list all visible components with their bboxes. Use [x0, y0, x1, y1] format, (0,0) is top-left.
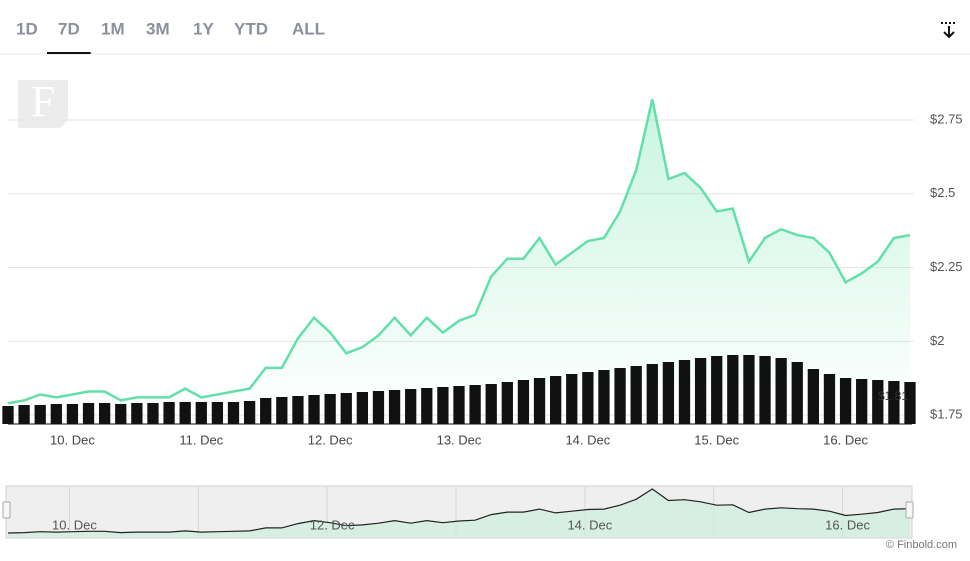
volume-bar — [372, 391, 385, 424]
logo-text: F — [31, 77, 55, 126]
navigator-label: 16. Dec — [825, 517, 870, 532]
volume-bar — [18, 405, 30, 424]
volume-bar — [308, 395, 320, 424]
volume-bar — [823, 374, 836, 424]
volume-bar — [630, 366, 642, 424]
tab[interactable]: 1Y — [193, 19, 214, 38]
volume-bar — [872, 380, 884, 424]
volume-bar — [292, 396, 304, 424]
x-tick-label: 15. Dec — [694, 432, 739, 447]
volume-bar — [533, 378, 546, 424]
y-tick-label: $2.5 — [930, 185, 955, 200]
tab[interactable]: 3M — [146, 19, 170, 38]
volume-bar — [646, 364, 658, 424]
volume-bar — [485, 384, 497, 424]
navigator-label: 12. Dec — [310, 517, 355, 532]
y-tick-label: $2 — [930, 333, 944, 348]
x-tick-label: 12. Dec — [308, 432, 353, 447]
volume-bar — [904, 382, 916, 424]
volume-bar — [437, 387, 449, 424]
volume-bar — [405, 389, 417, 424]
volume-bar — [227, 402, 240, 424]
volume-bar — [501, 382, 513, 424]
x-tick-label: 10. Dec — [50, 432, 95, 447]
volume-bar — [340, 393, 352, 424]
volume-bar — [50, 404, 62, 424]
tab[interactable]: 7D — [58, 19, 80, 38]
volume-bar — [662, 362, 675, 424]
volume-bar — [243, 401, 256, 424]
volume-bar — [856, 379, 868, 424]
price-area — [8, 99, 910, 425]
x-tick-label: 14. Dec — [565, 432, 610, 447]
annotation: $1.81 — [878, 389, 908, 403]
volume-bar — [614, 368, 626, 424]
tab[interactable]: ALL — [292, 19, 325, 38]
navigator-area — [8, 489, 910, 537]
volume-bar — [82, 403, 95, 424]
volume-bar — [517, 380, 530, 424]
volume-bar — [678, 360, 691, 424]
price-line — [7, 99, 911, 405]
navigator-label: 14. Dec — [567, 517, 612, 532]
volume-bar — [66, 404, 79, 424]
volume-bar — [421, 388, 433, 424]
download-button[interactable] — [941, 22, 957, 39]
logo: F — [18, 77, 68, 128]
tab[interactable]: YTD — [234, 19, 268, 38]
volume-bar — [195, 402, 207, 424]
volume-bar — [388, 390, 401, 424]
navigator-handle[interactable] — [2, 501, 11, 519]
volume-bar — [99, 403, 111, 424]
x-tick-label: 13. Dec — [437, 432, 482, 447]
volume-bar — [775, 358, 787, 424]
tab[interactable]: 1M — [101, 19, 125, 38]
volume-bar — [711, 356, 723, 424]
volume-bar — [147, 403, 159, 424]
volume-bar — [34, 405, 46, 424]
volume-bar — [324, 394, 336, 424]
volume-bar — [356, 392, 368, 424]
volume-bar — [888, 381, 900, 424]
navigator-handle[interactable] — [905, 501, 914, 519]
volume-bar — [582, 372, 594, 424]
volume-bar — [598, 370, 610, 424]
navigator-label: 10. Dec — [52, 517, 97, 532]
volume-bar — [163, 402, 175, 424]
y-tick-label: $2.75 — [930, 111, 963, 126]
volume-bar — [694, 358, 707, 424]
volume-bar — [839, 378, 852, 424]
navigator-line — [7, 488, 911, 534]
volume-bar — [550, 376, 562, 424]
x-tick-label: 11. Dec — [179, 432, 223, 447]
x-tick-label: 16. Dec — [823, 432, 868, 447]
volume-bar — [211, 402, 224, 424]
tab[interactable]: 1D — [16, 19, 38, 38]
y-tick-label: $1.75 — [930, 407, 963, 422]
volume-bar — [727, 355, 739, 424]
volume-bar — [759, 356, 771, 424]
volume-bar — [791, 362, 803, 424]
copyright: © Finbold.com — [886, 539, 957, 551]
volume-bar — [131, 403, 143, 424]
volume-bar — [743, 355, 755, 424]
volume-bar — [260, 398, 272, 424]
volume-bar — [807, 369, 819, 424]
volume-bar — [2, 406, 14, 424]
volume-bar — [179, 402, 191, 424]
volume-bar — [453, 386, 465, 424]
volume-bar — [276, 397, 288, 424]
volume-bar — [469, 385, 481, 424]
volume-bar — [566, 374, 578, 424]
volume-bar — [115, 404, 127, 424]
y-tick-label: $2.25 — [930, 259, 963, 274]
